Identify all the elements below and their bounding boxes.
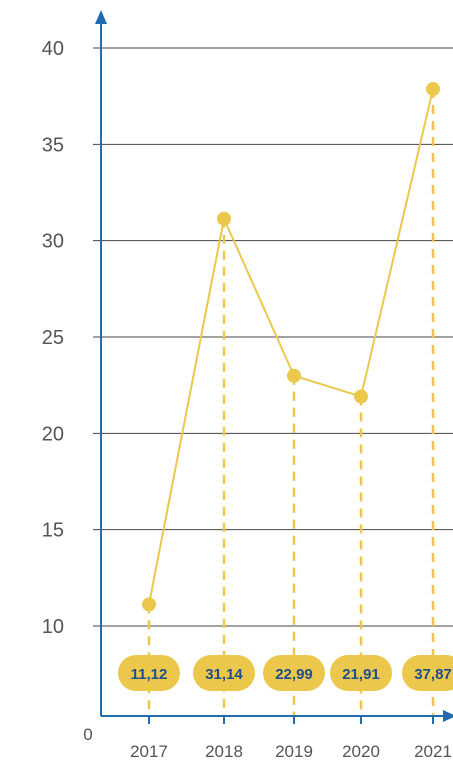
axes: 0 (83, 10, 453, 744)
data-point (426, 82, 440, 97)
data-label: 11,12 (131, 666, 168, 683)
y-tick-label: 30 (42, 231, 64, 253)
value-badge (193, 655, 255, 691)
value-badge (118, 655, 180, 691)
x-tick-label: 2020 (342, 742, 380, 761)
y-axis-arrow-icon (95, 10, 107, 24)
x-tick-label: 2017 (130, 742, 168, 761)
grid-lines (93, 47, 453, 627)
y-axis-tick-labels: 10 15 20 25 30 35 40 (42, 38, 64, 638)
y-tick-label: 15 (42, 520, 64, 542)
data-point (142, 597, 156, 612)
data-label: 31,14 (205, 666, 243, 683)
x-axis-ticks: 2017 2018 2019 2020 2021 (130, 716, 452, 761)
value-badge (330, 655, 392, 691)
data-label: 21,91 (342, 666, 380, 683)
data-point (354, 389, 368, 404)
series-line (148, 88, 434, 605)
data-label: 37,87 (414, 666, 452, 683)
drop-lines (147, 89, 435, 716)
value-badges: 11,12 31,14 22,99 21,91 37,87 (118, 655, 453, 691)
x-tick-label: 2018 (205, 742, 243, 761)
x-tick-label: 2021 (414, 742, 452, 761)
value-badge (263, 655, 325, 691)
data-point (217, 211, 231, 226)
y-tick-label: 35 (42, 134, 64, 156)
y-tick-label: 20 (42, 423, 64, 445)
x-axis-arrow-icon (443, 710, 453, 722)
y-tick-label: 40 (42, 38, 64, 60)
value-badge (402, 655, 453, 691)
data-label: 22,99 (275, 666, 313, 683)
x-tick-label: 2019 (275, 742, 313, 761)
y-tick-label: 25 (42, 327, 64, 349)
data-point (287, 368, 301, 383)
series (142, 82, 440, 612)
origin-label: 0 (83, 725, 92, 744)
y-tick-label: 10 (42, 616, 64, 638)
